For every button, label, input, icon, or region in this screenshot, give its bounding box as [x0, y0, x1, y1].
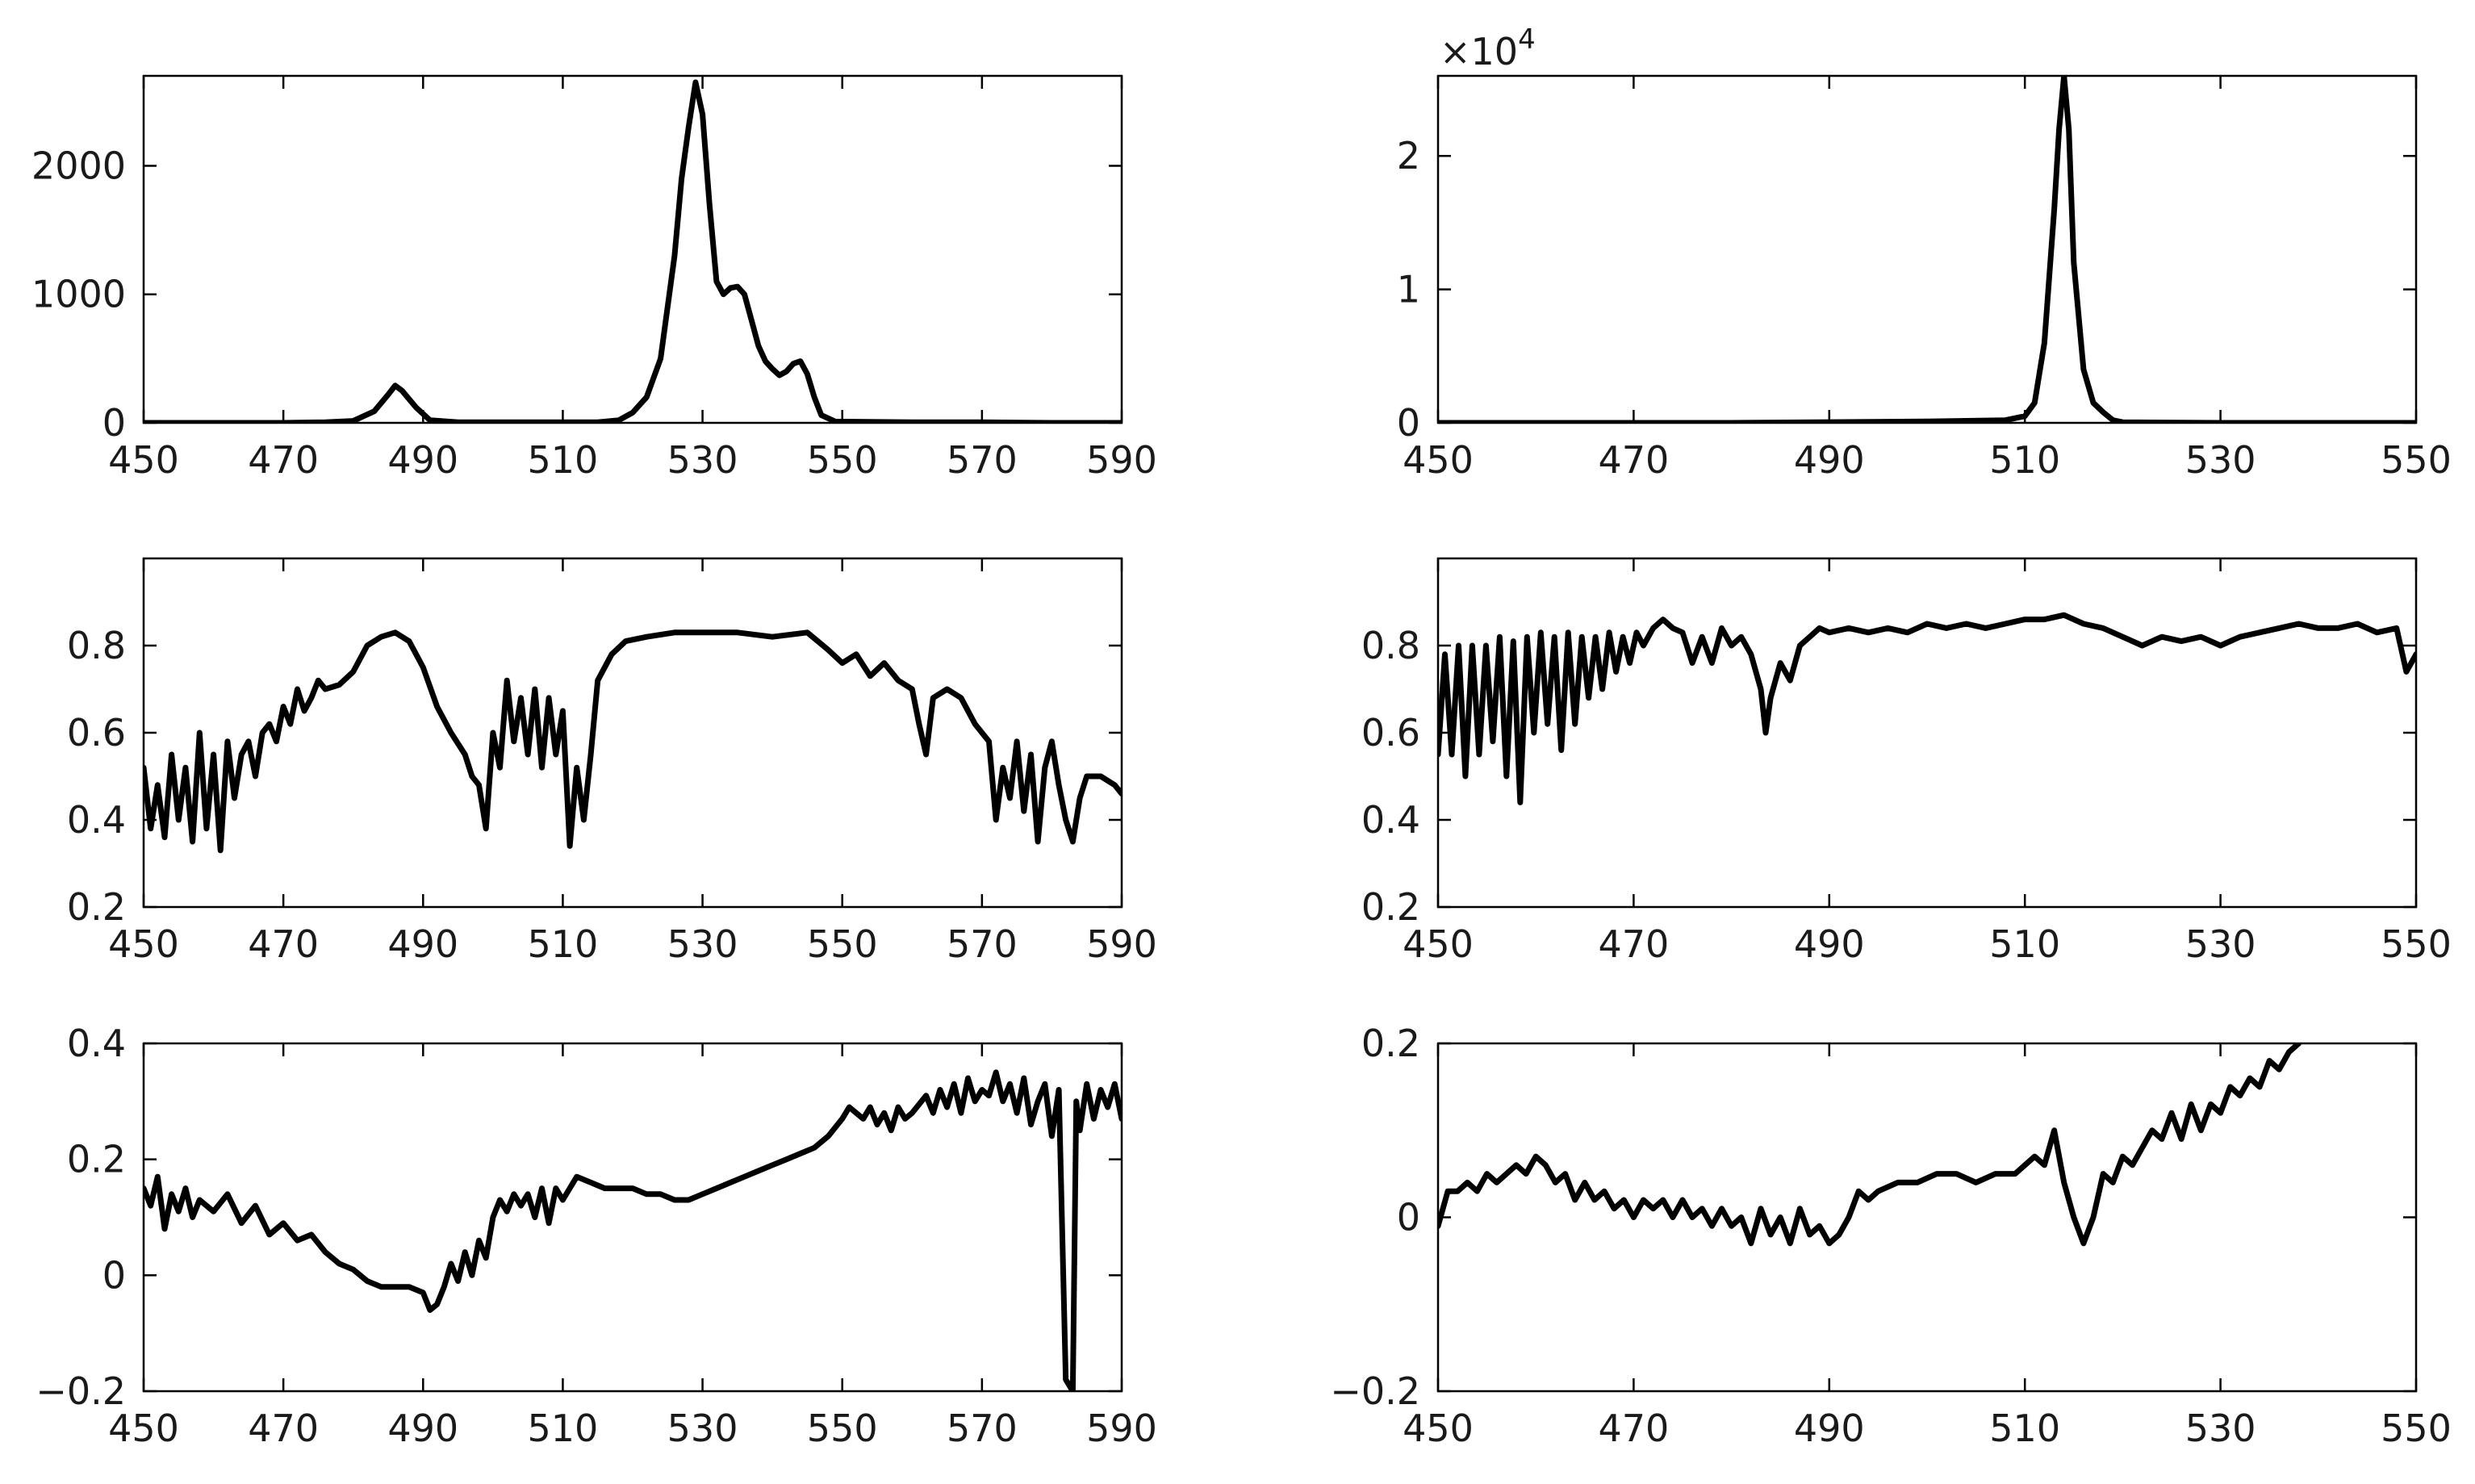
- axes-frame: [1436, 1042, 2418, 1393]
- axes-frame: [1436, 557, 2418, 909]
- x-tick-label: 530: [2185, 438, 2256, 482]
- x-tick-label: 550: [2381, 922, 2452, 966]
- y-tick-label: 1: [1397, 268, 1420, 311]
- x-tick-label: 470: [1598, 1407, 1669, 1450]
- x-tick-label: 490: [1794, 1407, 1865, 1450]
- x-tick-label: 470: [248, 438, 319, 482]
- x-tick-label: 490: [387, 1407, 458, 1450]
- series-line-1: [144, 1069, 1122, 1391]
- y-tick-label: 0.2: [67, 885, 126, 929]
- x-tick-label: 550: [807, 438, 878, 482]
- y-tick-label: 0: [1397, 401, 1420, 445]
- x-tick-label: 510: [1989, 438, 2060, 482]
- subplot-1: 450 470 490 510 530 550 570 590 0 1000 2000: [31, 74, 1157, 482]
- x-tick-label: 570: [947, 1407, 1018, 1450]
- series-line-1: [1438, 1043, 2302, 1247]
- axes-frame: [142, 557, 1123, 909]
- x-tick-label: 550: [2381, 1407, 2452, 1450]
- series-line-1: [144, 629, 1122, 854]
- x-tick-label: 550: [807, 922, 878, 966]
- y-tick-label: 0.6: [67, 711, 126, 755]
- x-tick-label: 510: [528, 922, 599, 966]
- x-tick-label: 530: [2185, 1407, 2256, 1450]
- x-tick-label: 490: [387, 438, 458, 482]
- x-tick-label: 590: [1086, 1407, 1157, 1450]
- x-tick-label: 550: [2381, 438, 2452, 482]
- y-tick-label: 0.4: [67, 798, 126, 842]
- series-line-1: [144, 79, 1122, 423]
- series-line-1: [1438, 76, 2416, 423]
- y-tick-label: 0: [1397, 1196, 1420, 1239]
- x-tick-label: 530: [667, 1407, 738, 1450]
- x-tick-label: 510: [528, 1407, 599, 1450]
- x-tick-label: 450: [1403, 1407, 1474, 1450]
- y-tick-label: 2: [1397, 134, 1420, 178]
- series-line-1: [1438, 612, 2416, 805]
- x-tick-label: 510: [1989, 1407, 2060, 1450]
- x-tick-label: 450: [1403, 438, 1474, 482]
- x-tick-label: 530: [2185, 922, 2256, 966]
- y-tick-label: −0.2: [1330, 1369, 1420, 1413]
- axis-multiplier: ×104: [1440, 23, 1536, 73]
- y-tick-label: 0.8: [67, 624, 126, 667]
- x-tick-label: 510: [1989, 922, 2060, 966]
- axes-frame: [1436, 74, 2418, 424]
- x-tick-label: 450: [108, 438, 179, 482]
- x-tick-label: 470: [248, 1407, 319, 1450]
- x-tick-label: 590: [1086, 922, 1157, 966]
- axes-frame: [142, 74, 1123, 424]
- x-tick-label: 470: [248, 922, 319, 966]
- x-tick-label: 470: [1598, 922, 1669, 966]
- y-tick-label: 0.8: [1361, 624, 1420, 667]
- y-tick-label: 1000: [31, 273, 126, 316]
- y-tick-label: 0.2: [1361, 1022, 1420, 1065]
- subplot-3: 450 470 490 510 530 550 570 590 0.2 0.4 0.6 0.8: [67, 557, 1157, 966]
- x-tick-label: 550: [807, 1407, 878, 1450]
- y-tick-label: 0.2: [67, 1138, 126, 1181]
- x-tick-label: 490: [387, 922, 458, 966]
- subplot-5: 450 470 490 510 530 550 570 590 −0.2 0 0.2 0.4: [36, 1022, 1157, 1450]
- subplot-6: 450 470 490 510 530 550 −0.2 0 0.2: [1330, 1022, 2452, 1450]
- y-tick-label: 0.6: [1361, 711, 1420, 755]
- x-tick-label: 570: [947, 922, 1018, 966]
- x-tick-label: 470: [1598, 438, 1669, 482]
- y-tick-label: 0.2: [1361, 885, 1420, 929]
- x-tick-label: 530: [667, 438, 738, 482]
- x-tick-label: 530: [667, 922, 738, 966]
- x-tick-label: 570: [947, 438, 1018, 482]
- y-tick-label: −0.2: [36, 1369, 126, 1413]
- y-tick-label: 0.4: [1361, 798, 1420, 842]
- y-tick-label: 2000: [31, 144, 126, 187]
- x-tick-label: 450: [1403, 922, 1474, 966]
- x-tick-label: 450: [108, 922, 179, 966]
- x-tick-label: 450: [108, 1407, 179, 1450]
- subplot-4: 450 470 490 510 530 550 0.2 0.4 0.6 0.8: [1361, 557, 2452, 966]
- x-tick-label: 590: [1086, 438, 1157, 482]
- y-tick-label: 0.4: [67, 1022, 126, 1065]
- subplot-2: 450 470 490 510 530 550 0 1 2 ×104: [1397, 23, 2452, 482]
- axis-multiplier-exponent: 4: [1518, 23, 1536, 56]
- x-tick-label: 510: [528, 438, 599, 482]
- x-tick-label: 490: [1794, 438, 1865, 482]
- y-tick-label: 0: [102, 401, 126, 445]
- y-tick-label: 0: [102, 1253, 126, 1297]
- x-tick-label: 490: [1794, 922, 1865, 966]
